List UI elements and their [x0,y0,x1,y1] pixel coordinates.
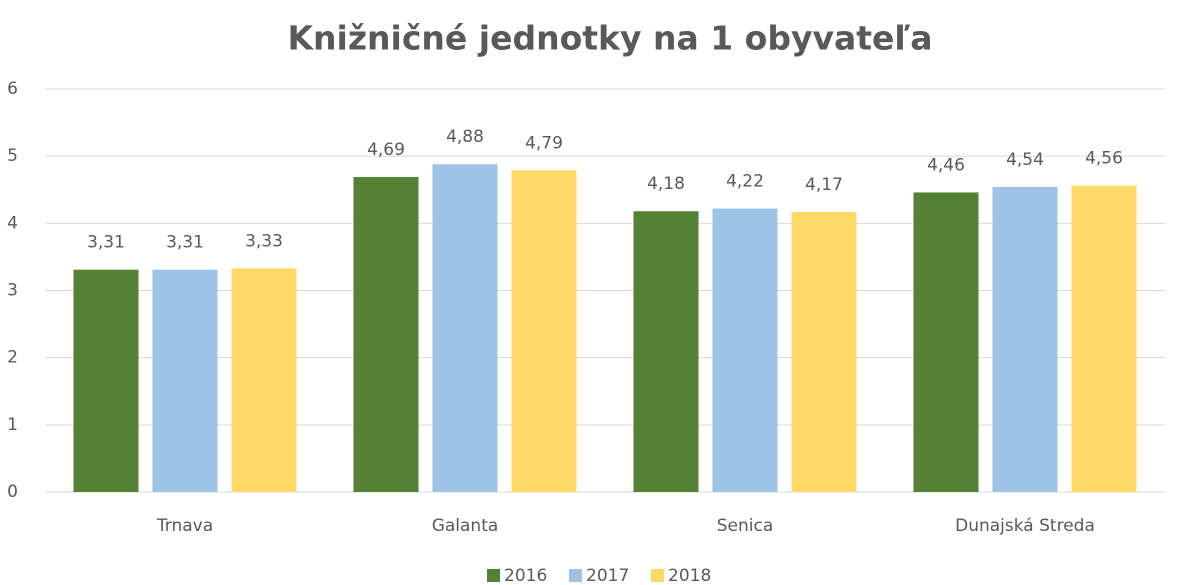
data-label: 4,69 [367,140,405,160]
data-label: 4,79 [525,133,563,153]
bar [432,164,498,492]
chart-title: Knižničné jednotky na 1 obyvateľa [287,19,932,58]
bar [1071,185,1137,492]
data-label: 4,18 [647,174,685,194]
y-tick-label: 0 [7,482,18,502]
y-tick-label: 4 [7,213,18,233]
y-tick-label: 1 [7,415,18,435]
x-tick-label: Senica [717,516,774,536]
bar [633,211,699,492]
bar [511,170,577,492]
bar [152,269,218,492]
data-label: 3,31 [166,233,204,253]
legend-swatch [651,569,664,582]
legend-label: 2016 [504,566,547,585]
x-tick-label: Dunajská Streda [955,516,1095,536]
data-label: 4,56 [1085,149,1123,169]
data-label: 4,88 [446,127,484,147]
bar [231,268,297,492]
y-tick-label: 5 [7,146,18,166]
legend-swatch [487,569,500,582]
data-label: 3,31 [87,233,125,253]
bar [73,269,139,492]
y-tick-label: 2 [7,348,18,368]
x-tick-label: Galanta [432,516,499,536]
bar [992,187,1058,492]
data-label: 3,33 [245,231,283,251]
legend-label: 2017 [586,566,629,585]
bar [353,176,419,492]
x-tick-label: Trnava [156,516,213,536]
y-tick-label: 6 [7,79,18,99]
data-label: 4,54 [1006,150,1044,170]
legend-label: 2018 [668,566,711,585]
bar [712,208,778,492]
data-label: 4,46 [927,155,965,175]
bar [913,192,979,493]
bar [791,211,857,493]
data-label: 4,17 [805,175,843,195]
data-label: 4,22 [726,172,764,192]
y-tick-label: 3 [7,281,18,301]
legend-swatch [569,569,582,582]
